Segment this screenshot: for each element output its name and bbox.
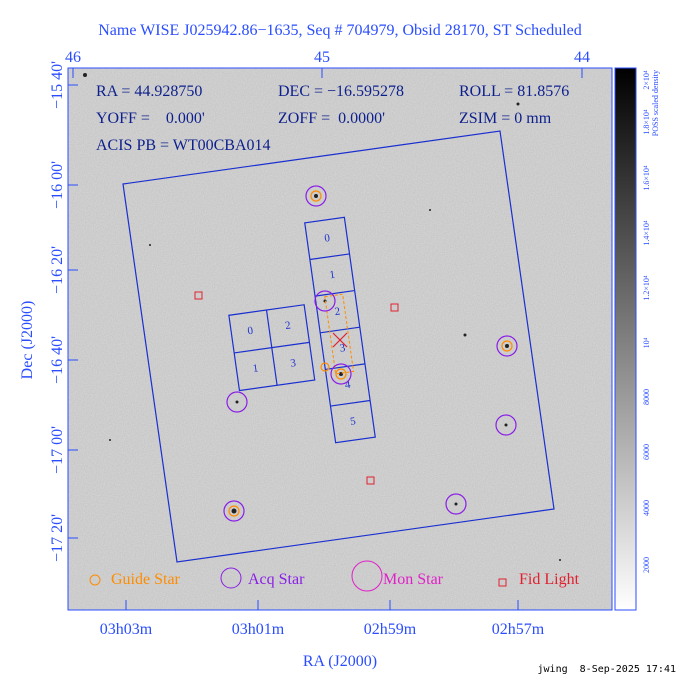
chip-label: 1	[329, 269, 336, 282]
info-acis: ACIS PB = WT00CBA014	[96, 137, 271, 154]
colorbar-label: 1.2×10⁴	[642, 275, 651, 301]
chip-label: 4	[344, 379, 352, 392]
chip-label: 2	[284, 319, 291, 332]
info-zsim: ZSIM = 0 mm	[459, 110, 552, 127]
chip-label: 0	[247, 325, 255, 338]
legend-fid-icon	[498, 578, 507, 587]
info-zoff: ZOFF = 0.0000'	[278, 110, 385, 127]
colorbar-label: 10⁴	[642, 337, 651, 348]
bottom-tick-label: 02h59m	[364, 621, 417, 638]
fid-lights	[194, 291, 399, 485]
info-dec: DEC = −16.595278	[278, 83, 404, 100]
info-yoff: YOFF = 0.000'	[96, 110, 205, 127]
left-tick-label: −15 40'	[49, 61, 66, 109]
acis-i-labels: 0 2 1 3	[247, 319, 298, 375]
chip-label: 3	[339, 342, 347, 355]
legend-mon: Mon Star	[383, 571, 444, 588]
legend-acq: Acq Star	[248, 571, 305, 588]
top-tick-label: 44	[574, 49, 590, 66]
legend-mon-icon	[351, 560, 383, 592]
colorbar	[614, 67, 637, 611]
aimpoint	[332, 332, 348, 348]
acis-s-labels: 0 1 2 3 4 5	[324, 232, 357, 428]
legend-acq-icon	[220, 567, 242, 589]
footer: jwing 8-Sep-2025 17:41	[538, 664, 676, 675]
colorbar-title: POSS scaled density	[651, 70, 660, 136]
top-tick-label: 46	[65, 49, 81, 66]
legend-guide: Guide Star	[111, 571, 181, 588]
legend-fid: Fid Light	[519, 571, 580, 588]
colorbar-label: 2000	[642, 557, 651, 573]
left-tick-label: −16 40'	[49, 336, 66, 384]
colorbar-label: 8000	[642, 389, 651, 405]
bottom-tick-label: 03h03m	[100, 621, 153, 638]
top-tick-label: 45	[314, 49, 330, 66]
bottom-tick-label: 03h01m	[232, 621, 285, 638]
info-roll: ROLL = 81.8576	[459, 83, 569, 100]
colorbar-label: 1.6×10⁴	[642, 165, 651, 191]
guide-stars	[228, 190, 513, 517]
ticks	[68, 68, 583, 610]
chip-label: 5	[349, 415, 357, 428]
colorbar-label: 1.8×10⁴	[642, 109, 651, 135]
left-tick-label: −17 00'	[49, 426, 66, 474]
colorbar-label: 2×10⁴	[642, 70, 651, 90]
title: Name WISE J025942.86−1635, Seq # 704979,…	[98, 22, 582, 39]
stars	[83, 73, 561, 561]
plot-frame	[67, 67, 613, 611]
colorbar-label: 6000	[642, 444, 651, 460]
bottom-axis-title: RA (J2000)	[303, 653, 377, 670]
info-ra: RA = 44.928750	[96, 83, 202, 100]
chip-label: 1	[252, 362, 259, 375]
chip-label: 3	[290, 357, 298, 370]
chip-label: 2	[334, 305, 341, 318]
field-outline	[122, 130, 555, 563]
colorbar-label: 1.4×10⁴	[642, 220, 651, 246]
acq-stars	[223, 185, 518, 522]
colorbar-label: 4000	[642, 500, 651, 516]
dither-box	[324, 293, 355, 375]
left-tick-label: −16 00'	[49, 161, 66, 209]
left-tick-label: −16 20'	[49, 246, 66, 294]
sky-noise	[68, 68, 612, 610]
acis-i-array	[228, 304, 316, 392]
chip-label: 0	[324, 232, 332, 245]
legend-guide-icon	[89, 574, 101, 586]
bottom-tick-label: 02h57m	[492, 621, 545, 638]
left-tick-label: −17 20'	[49, 514, 66, 562]
left-axis-title: Dec (J2000)	[19, 301, 36, 380]
